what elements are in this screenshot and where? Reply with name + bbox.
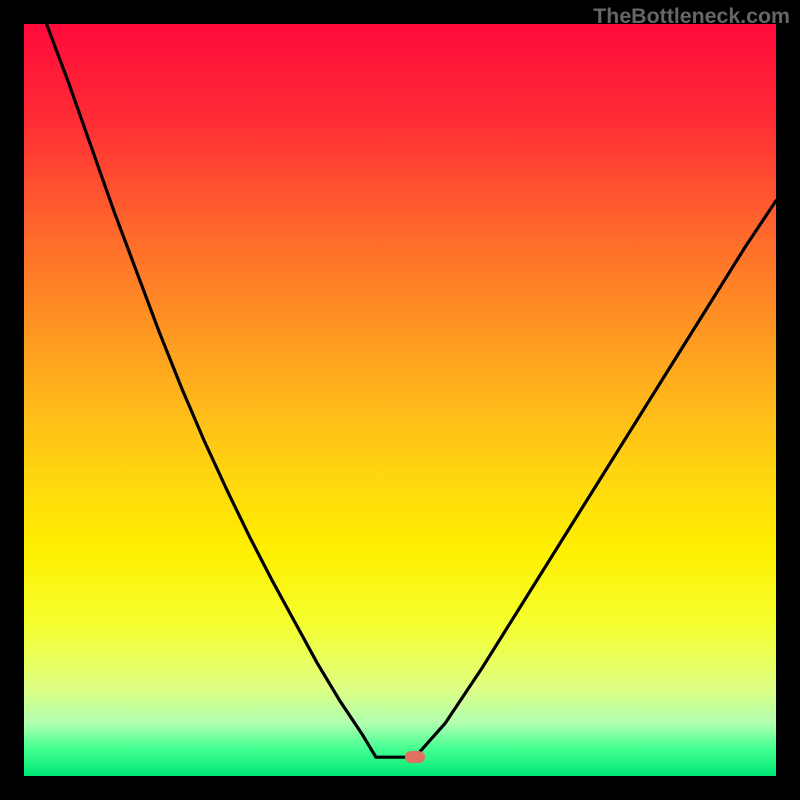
watermark-text: TheBottleneck.com [593, 4, 790, 29]
chart-frame: TheBottleneck.com [0, 0, 800, 800]
curve-path [47, 24, 776, 757]
plot-area [24, 24, 776, 776]
bottleneck-curve [24, 24, 776, 776]
optimum-marker [405, 751, 425, 763]
